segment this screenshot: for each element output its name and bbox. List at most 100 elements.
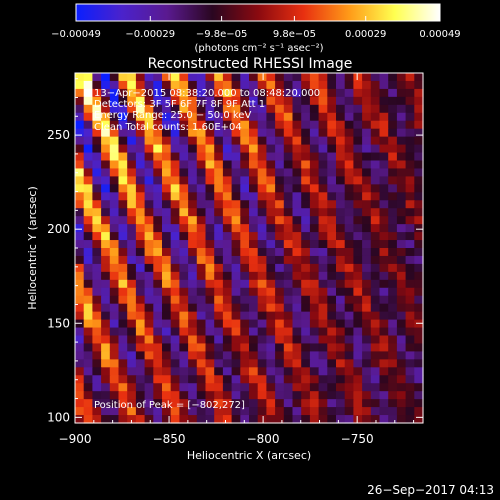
heatmap-cell bbox=[118, 343, 128, 352]
heatmap-cell bbox=[257, 383, 267, 392]
heatmap-cell bbox=[396, 216, 407, 225]
heatmap-cell bbox=[240, 279, 250, 289]
heatmap-cell bbox=[362, 216, 372, 225]
heatmap-cell bbox=[353, 208, 363, 217]
heatmap-cell bbox=[283, 351, 294, 360]
heatmap-cell bbox=[275, 319, 285, 329]
heatmap-cell bbox=[275, 104, 285, 114]
heatmap-cell bbox=[144, 128, 154, 138]
colorbar-tick-label: 0.00049 bbox=[419, 29, 460, 40]
heatmap-cell bbox=[388, 216, 398, 225]
heatmap-cell bbox=[179, 263, 189, 273]
heatmap-cell bbox=[109, 351, 120, 360]
heatmap-cell bbox=[292, 88, 302, 98]
heatmap-cell bbox=[205, 200, 215, 209]
heatmap-cell bbox=[292, 104, 302, 114]
heatmap-cell bbox=[266, 335, 276, 345]
heatmap-cell bbox=[118, 391, 128, 400]
heatmap-cell bbox=[362, 248, 372, 257]
heatmap-cell bbox=[153, 80, 163, 90]
heatmap-cell bbox=[292, 367, 302, 376]
heatmap-cell bbox=[162, 73, 172, 82]
heatmap-cell bbox=[318, 263, 328, 273]
heatmap-cell bbox=[109, 263, 120, 273]
heatmap-cell bbox=[188, 311, 198, 321]
heatmap-cell bbox=[196, 255, 207, 265]
heatmap-cell bbox=[179, 375, 189, 384]
heatmap-cell bbox=[205, 80, 215, 90]
heatmap-cell bbox=[309, 208, 320, 217]
heatmap-cell bbox=[214, 359, 224, 368]
heatmap-cell bbox=[240, 351, 250, 360]
heatmap-cell bbox=[92, 136, 102, 146]
heatmap-cell bbox=[135, 136, 146, 146]
heatmap-cell bbox=[379, 216, 389, 225]
heatmap-cell bbox=[75, 216, 85, 225]
heatmap-cell bbox=[135, 216, 146, 225]
heatmap-cell bbox=[414, 192, 424, 201]
heatmap-cell bbox=[353, 359, 363, 368]
heatmap-cell bbox=[205, 176, 215, 185]
heatmap-cell bbox=[362, 263, 372, 273]
heatmap-cell bbox=[353, 263, 363, 273]
heatmap-cell bbox=[231, 311, 241, 321]
heatmap-cell bbox=[170, 88, 180, 98]
heatmap-cell bbox=[75, 136, 85, 146]
heatmap-cell bbox=[83, 319, 93, 329]
heatmap-cell bbox=[353, 343, 363, 352]
heatmap-cell bbox=[222, 303, 233, 313]
heatmap-cell bbox=[222, 176, 233, 185]
heatmap-cell bbox=[362, 367, 372, 376]
heatmap-cell bbox=[353, 311, 363, 321]
heatmap-cell bbox=[188, 144, 198, 154]
heatmap-cell bbox=[222, 343, 233, 352]
heatmap-cell bbox=[388, 224, 398, 233]
heatmap-cell bbox=[370, 208, 381, 217]
heatmap-cell bbox=[353, 303, 363, 313]
heatmap-cell bbox=[379, 88, 389, 98]
heatmap-cell bbox=[92, 192, 102, 201]
heatmap-cell bbox=[83, 391, 93, 400]
heatmap-cell bbox=[231, 327, 241, 337]
heatmap-cell bbox=[109, 295, 120, 305]
heatmap-cell bbox=[109, 255, 120, 265]
heatmap-cell bbox=[222, 88, 233, 98]
heatmap-cell bbox=[240, 327, 250, 337]
heatmap-cell bbox=[405, 73, 415, 82]
heatmap-cell bbox=[75, 295, 85, 305]
heatmap-cell bbox=[92, 128, 102, 138]
heatmap-cell bbox=[414, 168, 424, 177]
heatmap-cell bbox=[222, 311, 233, 321]
heatmap-cell bbox=[83, 160, 93, 170]
heatmap-cell bbox=[353, 295, 363, 305]
heatmap-cell bbox=[379, 240, 389, 249]
heatmap-cell bbox=[275, 343, 285, 352]
heatmap-cell bbox=[388, 240, 398, 249]
heatmap-cell bbox=[336, 359, 346, 368]
heatmap-cell bbox=[240, 184, 250, 193]
heatmap-cell bbox=[388, 128, 398, 138]
heatmap-cell bbox=[318, 136, 328, 146]
heatmap-cell bbox=[309, 319, 320, 329]
heatmap-cell bbox=[179, 176, 189, 185]
heatmap-cell bbox=[283, 208, 294, 217]
heatmap-cell bbox=[388, 192, 398, 201]
heatmap-cell bbox=[75, 96, 85, 106]
heatmap-cell bbox=[370, 232, 381, 241]
heatmap-cell bbox=[144, 319, 154, 329]
heatmap-cell bbox=[109, 319, 120, 329]
heatmap-cell bbox=[135, 407, 146, 416]
heatmap-cell bbox=[188, 128, 198, 138]
heatmap-cell bbox=[353, 128, 363, 138]
heatmap-cell bbox=[162, 152, 172, 162]
heatmap-cell bbox=[75, 327, 85, 337]
heatmap-cell bbox=[196, 295, 207, 305]
heatmap-cell bbox=[101, 335, 111, 345]
heatmap-cell bbox=[240, 399, 250, 408]
heatmap-cell bbox=[205, 160, 215, 170]
heatmap-cell bbox=[214, 271, 224, 281]
heatmap-cell bbox=[214, 351, 224, 360]
heatmap-cell bbox=[179, 232, 189, 241]
heatmap-cell bbox=[379, 73, 389, 82]
heatmap-cell bbox=[75, 160, 85, 170]
